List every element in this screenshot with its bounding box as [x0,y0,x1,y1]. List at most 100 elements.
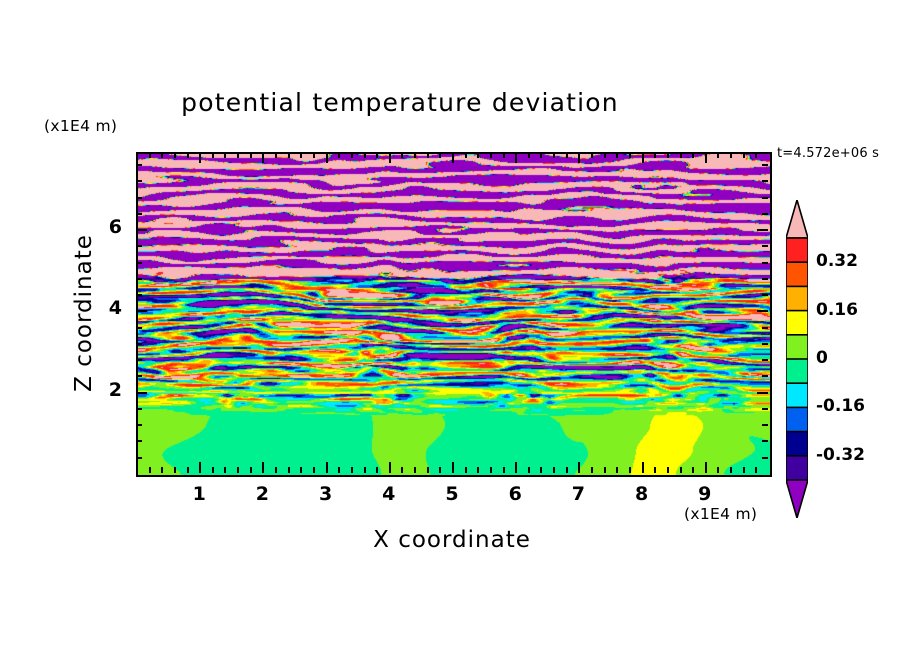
x-minor-tick [680,467,682,473]
x-minor-tick-top [629,152,631,158]
y-minor-tick [136,294,142,296]
colorbar-under-arrow [786,479,808,518]
y-minor-tick [136,359,142,361]
x-minor-tick [591,467,593,473]
x-major-tick-top [578,152,580,163]
x-minor-tick-top [224,152,226,158]
y-major-tick [136,310,147,312]
x-minor-tick [338,467,340,473]
contour-field-canvas [138,154,770,475]
x-major-tick-top [642,152,644,163]
y-minor-tick [136,278,142,280]
x-minor-tick-top [338,152,340,158]
y-minor-tick-right [762,180,768,182]
x-major-tick-top [199,152,201,163]
x-minor-tick-top [250,152,252,158]
x-minor-tick-top [692,152,694,158]
x-minor-tick-top [667,152,669,158]
colorbar-tick-label: -0.16 [816,396,865,417]
x-minor-tick-top [717,152,719,158]
y-minor-tick [136,327,142,329]
x-minor-tick-top [503,152,505,158]
y-minor-tick-right [762,278,768,280]
contour-plot-area [136,152,772,477]
x-minor-tick-top [528,152,530,158]
x-minor-tick-top [477,152,479,158]
x-minor-tick-top [490,152,492,158]
y-minor-tick [136,343,142,345]
x-minor-tick-top [743,152,745,158]
x-minor-tick-top [376,152,378,158]
x-major-tick [199,462,201,473]
x-minor-tick [477,467,479,473]
x-major-tick-top [389,152,391,163]
colorbar-band [786,455,808,482]
colorbar-tick-label: -0.32 [816,444,865,465]
x-minor-tick [743,467,745,473]
colorbar-band [786,430,808,458]
x-minor-tick-top [591,152,593,158]
y-minor-tick [136,180,142,182]
x-minor-tick [730,467,732,473]
x-minor-tick-top [553,152,555,158]
x-minor-tick [528,467,530,473]
x-minor-tick-top [730,152,732,158]
x-minor-tick-top [680,152,682,158]
x-tick-label: 7 [571,483,585,505]
x-major-tick-top [326,152,328,163]
x-minor-tick-top [540,152,542,158]
y-minor-tick [136,262,142,264]
x-major-tick [389,462,391,473]
x-major-tick [515,462,517,473]
y-minor-tick [136,245,142,247]
x-minor-tick [187,467,189,473]
colorbar-tick-label: 0 [816,348,828,368]
x-tick-label: 6 [508,483,522,505]
x-minor-tick-top [755,152,757,158]
x-minor-tick [654,467,656,473]
x-tick-label: 3 [318,483,333,505]
x-major-tick [642,462,644,473]
x-minor-tick [755,467,757,473]
y-minor-tick-right [762,164,768,166]
x-major-tick-top [452,152,454,163]
x-minor-tick-top [288,152,290,158]
y-minor-tick-right [762,440,768,442]
x-tick-label: 4 [382,483,396,505]
colorbar-over-arrow [786,200,808,239]
y-minor-tick [136,440,142,442]
x-axis-title: X coordinate [373,527,531,553]
x-minor-tick [717,467,719,473]
y-tick-label: 2 [108,378,122,401]
x-minor-tick [553,467,555,473]
x-minor-tick-top [414,152,416,158]
x-major-tick-top [705,152,707,163]
colorbar-tick-label: 0.16 [816,299,858,320]
x-minor-tick-top [364,152,366,158]
x-major-tick [452,462,454,473]
x-minor-tick [224,467,226,473]
x-major-tick-top [262,152,264,163]
colorbar-band [786,406,808,433]
x-minor-tick [300,467,302,473]
x-minor-tick [313,467,315,473]
x-minor-tick [540,467,542,473]
x-minor-tick-top [187,152,189,158]
x-minor-tick-top [212,152,214,158]
x-minor-tick-top [161,152,163,158]
y-minor-tick [136,197,142,199]
x-minor-tick [174,467,176,473]
x-minor-tick [237,467,239,473]
x-minor-tick [692,467,694,473]
colorbar-swatches [786,200,808,518]
x-major-tick-top [515,152,517,163]
x-major-tick [262,462,264,473]
colorbar-band [786,285,808,312]
x-axis-unit-label: (x1E4 m) [684,505,758,523]
x-major-tick [705,462,707,473]
y-major-tick [136,392,147,394]
y-minor-tick-right [762,343,768,345]
x-minor-tick [566,467,568,473]
x-tick-label: 1 [192,483,206,505]
colorbar [786,200,808,518]
